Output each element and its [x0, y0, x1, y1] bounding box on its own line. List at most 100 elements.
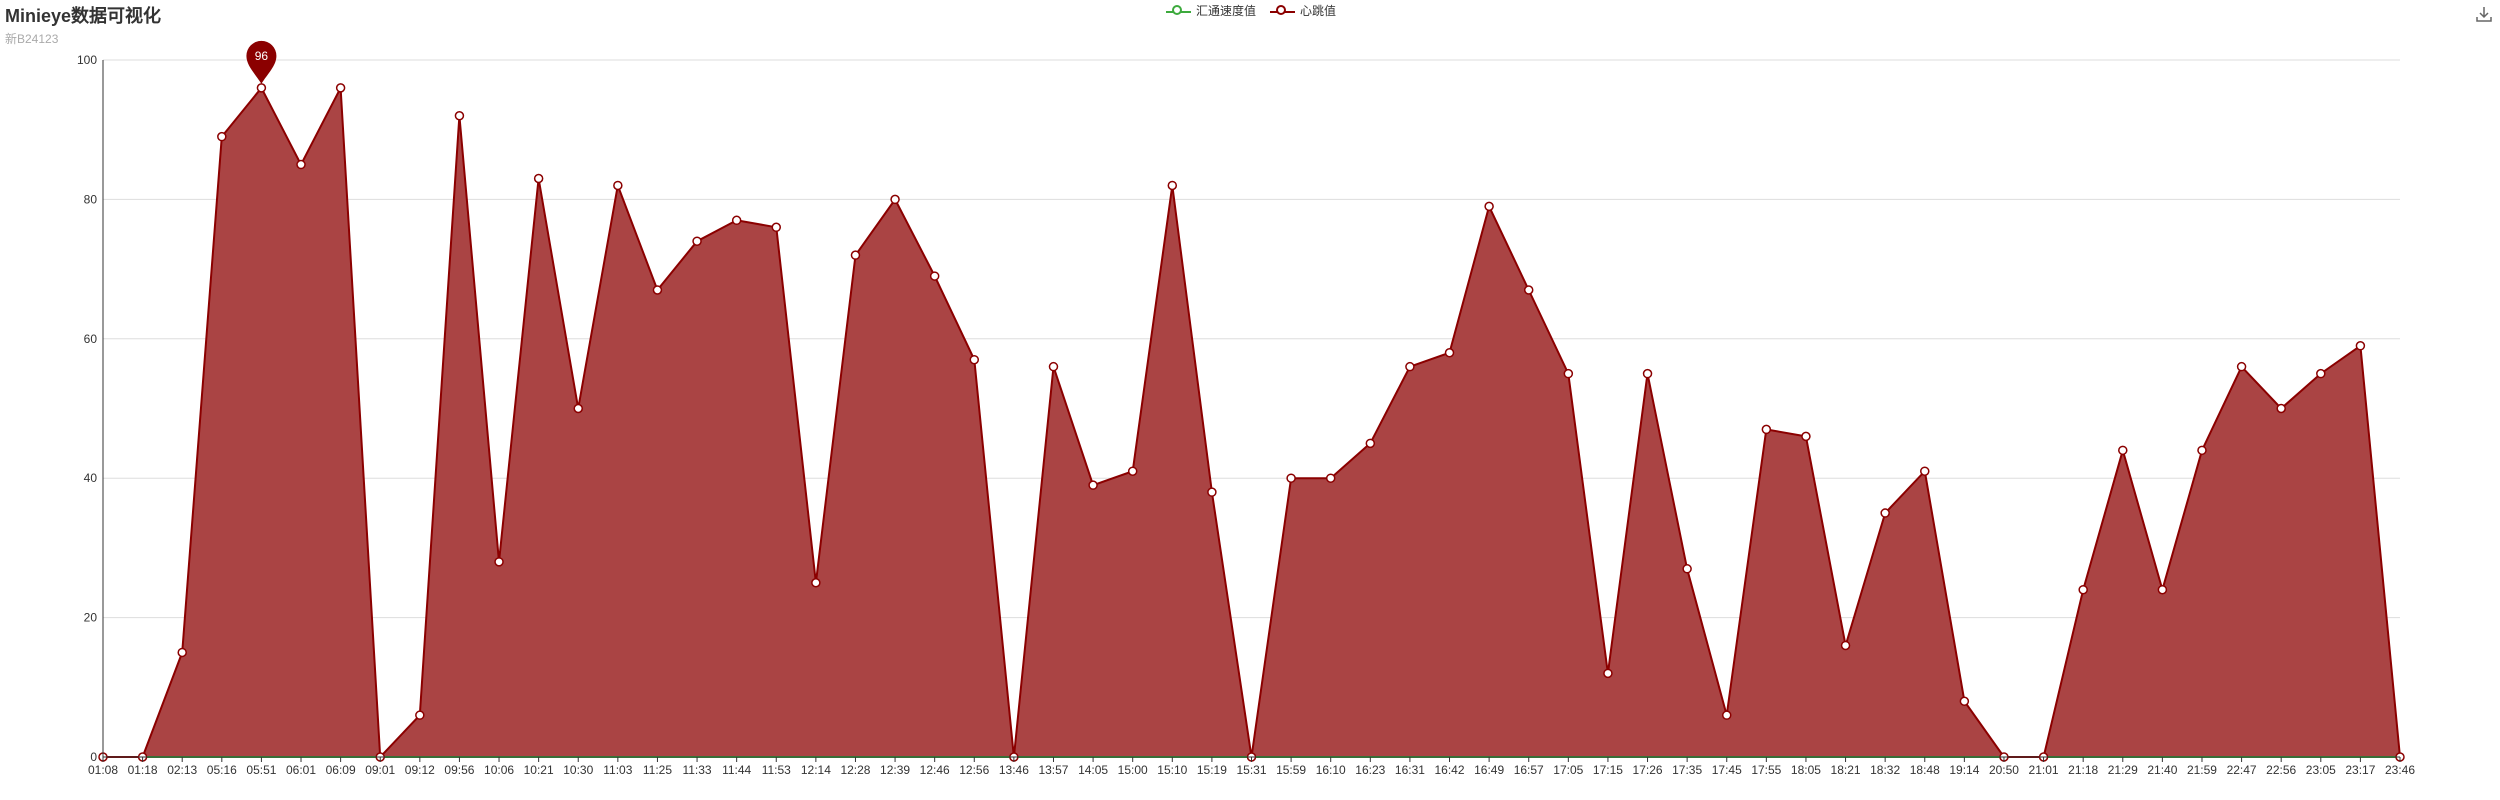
x-tick-label: 16:42	[1435, 763, 1465, 777]
data-point	[2355, 341, 2366, 351]
x-tick-label: 11:53	[762, 763, 791, 777]
x-tick-label: 15:00	[1118, 763, 1148, 777]
data-point	[1167, 180, 1178, 191]
x-tick-label: 18:21	[1831, 763, 1861, 777]
legend-label-heartbeat: 心跳值	[1300, 4, 1337, 18]
x-tick-label: 17:45	[1712, 763, 1742, 777]
x-tick-label: 12:56	[959, 763, 989, 777]
x-tick-label: 12:46	[920, 763, 950, 777]
x-tick-label: 23:17	[2345, 763, 2375, 777]
data-point	[1959, 696, 1970, 706]
x-tick-label: 22:56	[2266, 763, 2296, 777]
data-point	[1603, 668, 1613, 679]
tick-labels: 0 20 40 60 80 100 01:08 01:18 02:13 05:16 05:51 06:…	[77, 53, 2415, 777]
data-point	[1642, 368, 1653, 379]
x-tick-label: 01:18	[128, 763, 158, 777]
x-tick-label: 21:18	[2068, 763, 2098, 777]
x-tick-label: 17:55	[1751, 763, 1781, 777]
data-point	[613, 180, 623, 191]
data-point	[890, 194, 900, 205]
x-tick-label: 11:03	[603, 763, 632, 777]
data-point	[1286, 473, 1296, 483]
x-tick-label: 12:14	[801, 763, 831, 777]
x-tick-label: 15:59	[1276, 763, 1306, 777]
y-tick-label: 20	[84, 611, 98, 625]
data-point	[2236, 361, 2247, 372]
data-point	[929, 271, 940, 281]
legend-label-speed: 汇通速度值	[1196, 4, 1257, 18]
x-tick-label: 11:44	[722, 763, 751, 777]
x-tick-label: 15:10	[1157, 763, 1187, 777]
x-tick-label: 19:14	[1949, 763, 1979, 777]
x-tick-label: 10:06	[484, 763, 514, 777]
legend-item-heartbeat[interactable]: 心跳值	[1270, 2, 1336, 19]
x-tick-label: 10:30	[563, 763, 593, 777]
data-point	[177, 647, 187, 658]
data-point	[771, 222, 782, 233]
y-tick-label: 100	[77, 53, 97, 67]
data-point	[296, 159, 306, 170]
x-tick-label: 21:01	[2029, 763, 2059, 777]
legend-swatch-heartbeat	[1270, 4, 1296, 18]
data-point	[652, 285, 663, 295]
x-tick-label: 17:15	[1593, 763, 1623, 777]
data-point	[969, 354, 980, 365]
x-tick-label: 15:19	[1197, 763, 1227, 777]
legend-item-speed[interactable]: 汇通速度值	[1166, 2, 1256, 19]
x-tick-label: 11:33	[682, 763, 711, 777]
data-point	[1048, 361, 1059, 372]
x-tick-label: 22:47	[2227, 763, 2257, 777]
y-tick-label: 80	[84, 192, 98, 206]
data-point	[1127, 466, 1138, 476]
x-tick-label: 18:48	[1910, 763, 1940, 777]
data-point	[1920, 466, 1930, 476]
data-point	[1088, 480, 1098, 490]
x-tick-label: 21:40	[2147, 763, 2177, 777]
data-point	[1484, 201, 1494, 212]
x-tick-label: 12:39	[880, 763, 910, 777]
data-point	[1840, 640, 1851, 651]
data-point	[2316, 368, 2326, 379]
x-tick-label: 05:16	[207, 763, 237, 777]
legend-swatch-speed	[1166, 4, 1191, 18]
data-point	[1880, 508, 1890, 518]
download-icon[interactable]	[2474, 4, 2494, 24]
data-point	[415, 710, 425, 720]
y-tick-label: 40	[84, 471, 98, 485]
data-point	[731, 215, 742, 226]
data-point	[1682, 564, 1692, 574]
x-tick-label: 16:10	[1316, 763, 1346, 777]
data-point	[1325, 473, 1336, 483]
x-tick-label: 16:57	[1514, 763, 1544, 777]
x-tick-label: 10:21	[524, 763, 554, 777]
y-tick-label: 0	[90, 750, 97, 764]
data-point	[1444, 347, 1455, 358]
markpoint-pin	[246, 40, 277, 84]
data-point	[533, 173, 544, 184]
series-area-1	[103, 87, 2400, 757]
x-tick-label: 18:32	[1870, 763, 1900, 777]
x-tick-label: 16:49	[1474, 763, 1504, 777]
x-tick-label: 09:01	[365, 763, 395, 777]
data-point	[692, 236, 702, 246]
x-tick-label: 09:56	[444, 763, 474, 777]
data-point	[256, 83, 267, 93]
data-point	[2078, 584, 2088, 595]
markpoint: 96	[246, 40, 277, 84]
data-point	[573, 403, 583, 414]
data-point	[850, 250, 861, 260]
page-subtitle: 新B24123	[5, 32, 59, 46]
page-title: Minieye数据可视化	[5, 6, 162, 26]
x-tick-label: 21:59	[2187, 763, 2217, 777]
x-tick-label: 13:46	[999, 763, 1029, 777]
x-tick-label: 16:23	[1355, 763, 1385, 777]
x-tick-label: 18:05	[1791, 763, 1821, 777]
x-tick-label: 11:25	[643, 763, 672, 777]
x-tick-label: 09:12	[405, 763, 435, 777]
x-tick-label: 16:31	[1395, 763, 1425, 777]
x-tick-label: 21:29	[2108, 763, 2138, 777]
data-point	[454, 111, 465, 121]
data-point	[1721, 710, 1732, 720]
data-point	[217, 131, 227, 142]
data-point	[2118, 445, 2128, 456]
